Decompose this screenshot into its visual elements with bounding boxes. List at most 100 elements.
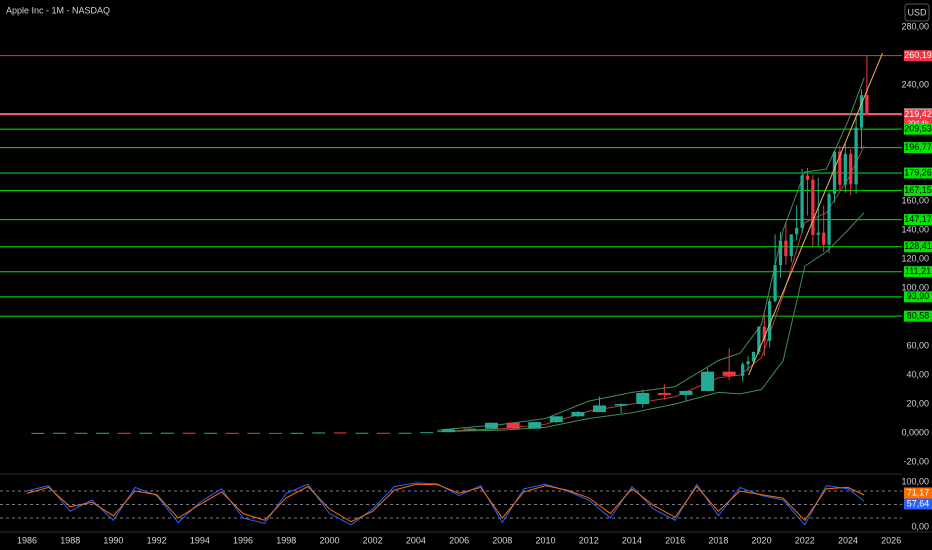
level-tag	[904, 50, 932, 62]
candle-body	[441, 429, 455, 433]
level-label: 147,17	[904, 214, 932, 224]
band-lower	[437, 212, 865, 433]
candle-body	[805, 175, 810, 180]
candle-body	[247, 432, 261, 434]
candle-body	[420, 432, 434, 434]
candle-body	[31, 432, 45, 434]
candle-body	[636, 392, 650, 405]
level-label: 80,58	[907, 311, 930, 321]
candle-body	[290, 432, 304, 434]
candle-body	[160, 432, 174, 434]
candle-body	[96, 432, 110, 434]
x-tick-label: 1998	[276, 535, 296, 545]
level-label: 219,42	[904, 109, 932, 119]
candle-body	[746, 361, 750, 365]
level-label: 179,26	[904, 167, 932, 177]
candle-body	[816, 232, 820, 235]
osc-tag	[904, 498, 932, 510]
candle-body	[827, 193, 831, 245]
candle-body	[182, 432, 196, 434]
candle-body	[762, 326, 766, 341]
osc-line	[26, 483, 865, 523]
candle-body	[549, 416, 563, 423]
x-tick-label: 1988	[60, 535, 80, 545]
candle-body	[822, 232, 826, 245]
y-tick-label: 160,00	[901, 195, 929, 205]
x-tick-label: 2022	[795, 535, 815, 545]
candle-body	[838, 151, 842, 185]
y-tick-label: -20,00	[903, 456, 929, 466]
level-tag	[904, 241, 932, 253]
osc-last-label: 71,17	[907, 487, 930, 497]
candle-body	[773, 265, 777, 302]
candle-body	[741, 364, 745, 376]
osc-last-label: 57,64	[907, 498, 930, 508]
x-tick-label: 2012	[579, 535, 599, 545]
level-tag	[904, 123, 932, 135]
trendline	[748, 52, 884, 376]
y-tick-label: 40,00	[906, 369, 929, 379]
level-tag	[904, 214, 932, 226]
level-label: 209,53	[904, 124, 932, 134]
candle-body	[52, 432, 66, 434]
chart-title: Apple Inc - 1M - NASDAQ	[6, 5, 110, 15]
currency[interactable]: USD	[907, 7, 927, 17]
level-tag	[904, 142, 932, 154]
x-tick-label: 1986	[17, 535, 37, 545]
x-tick-label: 2018	[708, 535, 728, 545]
candle-body	[795, 227, 799, 235]
x-tick-label: 2026	[881, 535, 901, 545]
level-tag	[904, 185, 932, 197]
candle-body	[784, 240, 788, 257]
candle-body	[657, 392, 671, 395]
candle-body	[74, 432, 88, 434]
candle-body	[679, 390, 693, 395]
x-tick-label: 2020	[752, 535, 772, 545]
candle-body	[778, 240, 783, 266]
level-tag	[904, 266, 932, 278]
level-label: 93,90	[907, 291, 930, 301]
osc-tick-label: 0,00	[911, 521, 929, 531]
candle-body	[843, 153, 847, 185]
candle-body	[614, 404, 628, 406]
candle-body	[139, 432, 153, 434]
candle-body	[225, 432, 239, 434]
candle-body	[377, 432, 390, 434]
x-tick-label: 2004	[406, 535, 426, 545]
candle-body	[854, 127, 858, 185]
band-upper	[437, 77, 865, 431]
level-label: 128,41	[904, 241, 932, 251]
candle-body	[506, 422, 520, 429]
candle-body	[800, 175, 804, 228]
candle-body	[859, 95, 864, 128]
candle-body	[722, 371, 736, 376]
currency-button[interactable]	[904, 3, 930, 22]
level-tag	[904, 310, 932, 322]
candle-body	[312, 432, 326, 434]
candle-body	[789, 234, 793, 257]
candle-body	[751, 351, 756, 362]
x-tick-label: 2002	[363, 535, 383, 545]
x-tick-label: 2010	[536, 535, 556, 545]
level-label: 260,19	[904, 50, 932, 60]
candle-body	[701, 371, 715, 391]
osc-tick-label: 100,00	[901, 476, 929, 486]
y-tick-label: 100,00	[901, 282, 929, 292]
x-tick-label: 1990	[103, 535, 123, 545]
candle-body	[811, 179, 815, 235]
x-tick-label: 2006	[449, 535, 469, 545]
candle-body	[768, 301, 772, 341]
y-tick-label: 140,00	[901, 224, 929, 234]
candle-body	[593, 405, 607, 413]
level-label: 111,21	[905, 266, 931, 276]
osc-tag	[904, 487, 932, 499]
candle-body	[528, 422, 542, 429]
x-tick-label: 1992	[147, 535, 167, 545]
candle-body	[355, 432, 369, 434]
level-tag	[904, 291, 932, 303]
candle-body	[398, 432, 412, 434]
x-tick-label: 2024	[838, 535, 858, 545]
band-basis	[437, 145, 865, 433]
y-tick-label: 280,00	[901, 21, 929, 31]
